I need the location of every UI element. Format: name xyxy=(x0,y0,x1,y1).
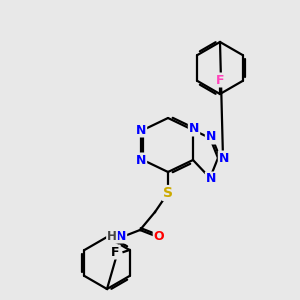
Text: H: H xyxy=(107,230,117,242)
Text: N: N xyxy=(136,154,146,166)
Text: N: N xyxy=(206,130,216,143)
Text: O: O xyxy=(154,230,164,244)
Text: F: F xyxy=(216,74,224,86)
Text: N: N xyxy=(136,124,146,136)
Text: N: N xyxy=(206,172,216,185)
Text: N: N xyxy=(116,230,126,242)
Text: N: N xyxy=(189,122,199,136)
Text: F: F xyxy=(111,245,120,259)
Text: S: S xyxy=(163,186,173,200)
Text: N: N xyxy=(219,152,229,164)
